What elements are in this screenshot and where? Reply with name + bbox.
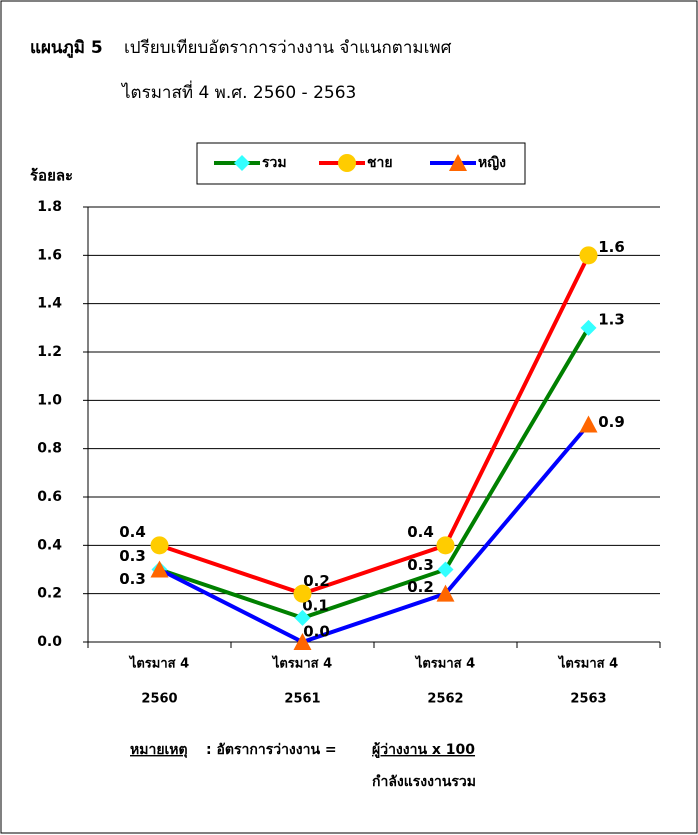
marker bbox=[294, 609, 311, 626]
marker bbox=[293, 633, 312, 650]
y-axis-label: ร้อยละ bbox=[30, 167, 73, 185]
x-tick-label: ไตรมาส 4 bbox=[128, 655, 189, 672]
marker bbox=[150, 536, 169, 555]
note-denominator: กำลังแรงงานรวม bbox=[372, 774, 476, 790]
data-label: 1.3 bbox=[598, 310, 625, 328]
data-label: 0.9 bbox=[598, 413, 625, 431]
series-line bbox=[158, 423, 591, 645]
data-label: 0.3 bbox=[407, 556, 434, 574]
data-label: 0.1 bbox=[302, 596, 329, 614]
x-tick-label: ไตรมาส 4 bbox=[271, 655, 332, 672]
y-tick-label: 1.6 bbox=[37, 247, 62, 263]
chart-title: เปรียบเทียบอัตราการว่างงาน จำแนกตามเพศ bbox=[124, 38, 452, 58]
note-text: : อัตราการว่างงาน = bbox=[206, 742, 337, 758]
y-tick-label: 1.0 bbox=[37, 392, 62, 408]
marker bbox=[234, 155, 250, 171]
data-label: 0.2 bbox=[407, 578, 434, 596]
figure-label: แผนภูมิ 5 bbox=[30, 38, 103, 59]
x-tick-label: 2560 bbox=[141, 692, 177, 707]
data-label: 0.3 bbox=[119, 547, 146, 565]
y-tick-label: 0.0 bbox=[37, 634, 62, 650]
marker bbox=[579, 415, 598, 433]
x-tick-label: 2561 bbox=[284, 692, 320, 707]
y-tick-label: 0.4 bbox=[37, 537, 62, 553]
data-label: 0.4 bbox=[119, 523, 146, 541]
y-tick-label: 0.2 bbox=[37, 586, 62, 602]
marker bbox=[293, 584, 312, 603]
data-label: 0.4 bbox=[407, 523, 434, 541]
data-label: 0.2 bbox=[303, 572, 330, 590]
legend-label: รวม bbox=[262, 155, 287, 171]
x-tick-label: 2562 bbox=[427, 692, 463, 707]
note-label: หมายเหตุ bbox=[130, 742, 188, 758]
marker bbox=[579, 246, 598, 265]
data-label: 0.3 bbox=[119, 570, 146, 588]
marker bbox=[449, 154, 467, 171]
y-tick-label: 1.4 bbox=[37, 296, 62, 312]
y-tick-label: 1.2 bbox=[37, 344, 62, 360]
legend-label: ชาย bbox=[367, 155, 393, 171]
y-tick-label: 1.8 bbox=[37, 199, 62, 215]
marker bbox=[338, 154, 356, 172]
y-tick-label: 0.6 bbox=[37, 489, 62, 505]
x-tick-label: ไตรมาส 4 bbox=[557, 655, 618, 672]
note-numerator: ผู้ว่างงาน x 100 bbox=[372, 742, 475, 758]
marker bbox=[580, 319, 597, 336]
series-line bbox=[158, 254, 591, 596]
marker bbox=[437, 561, 454, 578]
series-line bbox=[158, 326, 591, 620]
data-label: 0.0 bbox=[303, 623, 330, 641]
x-tick-label: 2563 bbox=[570, 692, 606, 707]
y-tick-label: 0.8 bbox=[37, 441, 62, 457]
data-label: 1.6 bbox=[598, 238, 625, 256]
marker bbox=[150, 560, 169, 578]
x-tick-label: ไตรมาส 4 bbox=[414, 655, 475, 672]
chart-subtitle: ไตรมาสที่ 4 พ.ศ. 2560 - 2563 bbox=[120, 80, 356, 103]
marker bbox=[436, 536, 455, 555]
legend-label: หญิง bbox=[478, 155, 506, 171]
marker bbox=[436, 584, 455, 602]
